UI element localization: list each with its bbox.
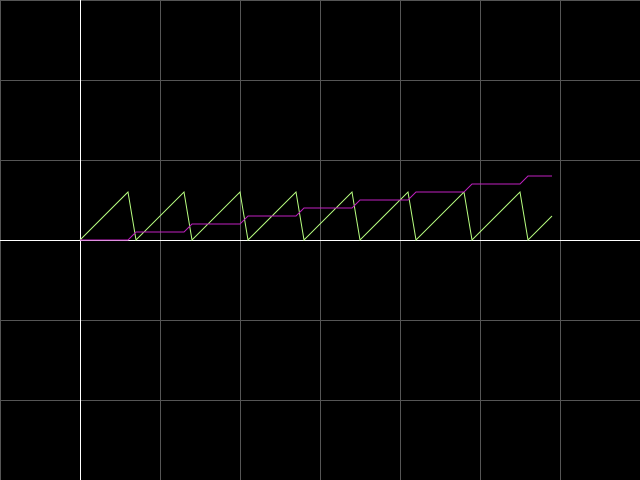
series-line-1 [79,190,553,242]
series-line-2 [80,175,552,241]
series-group [79,175,553,242]
